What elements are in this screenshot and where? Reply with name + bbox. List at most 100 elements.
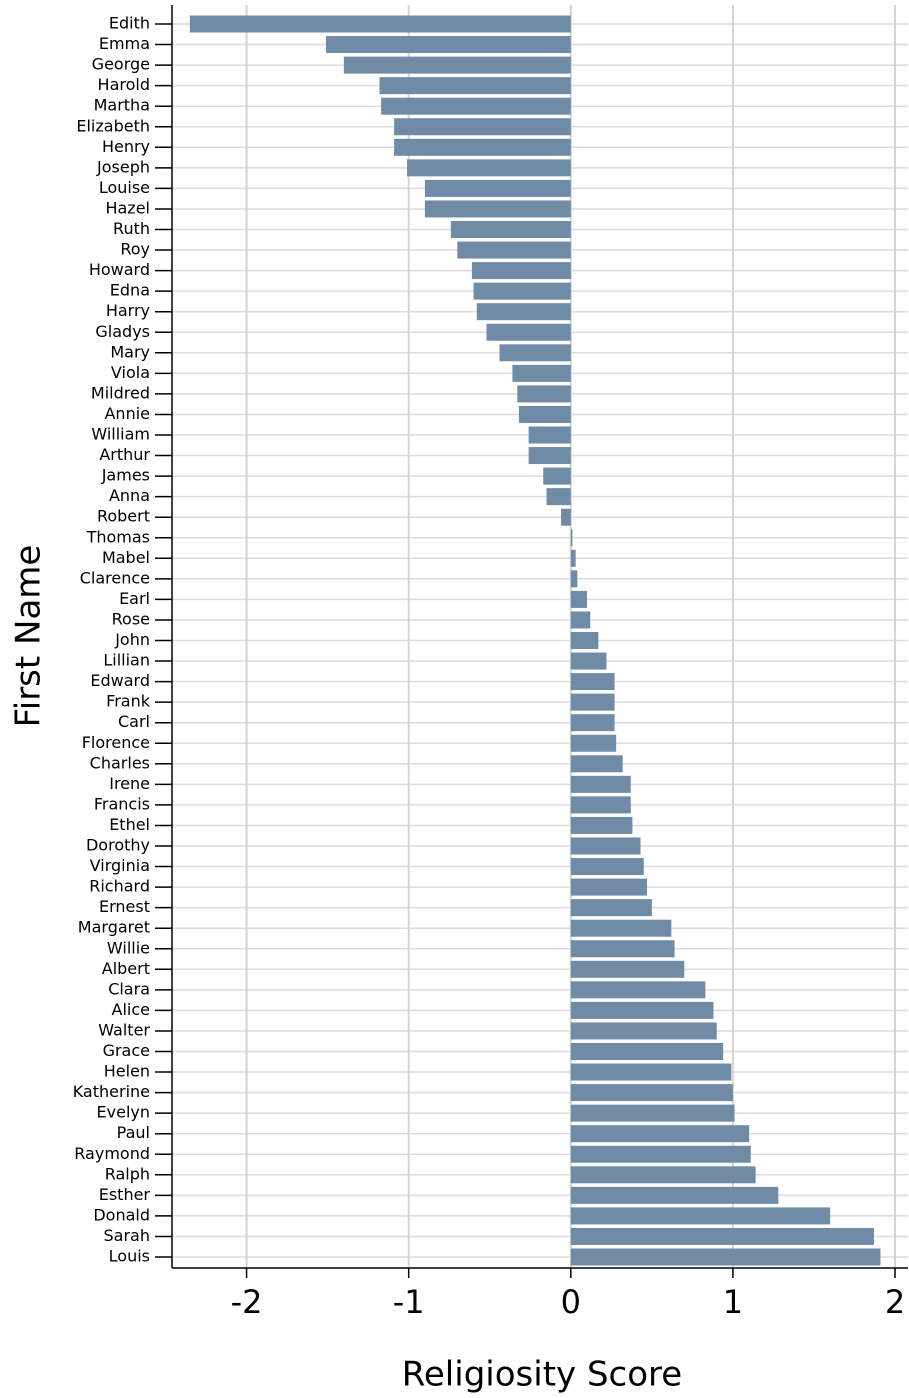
x-axis-title: Religiosity Score: [402, 1355, 682, 1395]
bar: [570, 673, 615, 691]
bar: [326, 36, 571, 54]
bar: [570, 611, 591, 629]
y-tick-label: Gladys: [95, 322, 150, 341]
bar: [473, 282, 571, 300]
bar: [570, 1207, 831, 1225]
y-tick-label: Edna: [110, 281, 150, 300]
x-tick-label: -2: [231, 1283, 263, 1321]
bar: [450, 221, 571, 238]
bar: [546, 488, 571, 506]
bar: [570, 734, 617, 752]
y-tick-label: Virginia: [90, 856, 150, 875]
bar: [543, 467, 571, 485]
y-tick-label: Joseph: [96, 157, 150, 176]
y-tick-label: Francis: [94, 794, 150, 813]
y-tick-label: Esther: [99, 1185, 151, 1204]
y-tick-label: Henry: [102, 137, 150, 156]
y-tick-label: Ralph: [105, 1164, 150, 1183]
y-tick-label: Ernest: [99, 897, 150, 916]
y-tick-label: Raymond: [74, 1144, 150, 1163]
y-tick-label: Thomas: [86, 527, 150, 546]
y-tick-label: Mabel: [102, 548, 150, 567]
bar: [570, 1022, 717, 1040]
y-tick-label: Viola: [111, 363, 150, 382]
y-tick-label: Harry: [106, 301, 150, 320]
bar: [471, 262, 571, 280]
y-tick-label: John: [114, 630, 150, 649]
y-tick-label: Donald: [93, 1205, 150, 1224]
bar: [570, 960, 685, 978]
y-tick-label: Albert: [102, 959, 150, 978]
y-tick-label: Rose: [112, 609, 150, 628]
y-tick-label: Grace: [103, 1041, 150, 1060]
bar: [570, 1166, 756, 1184]
x-tick-label: 0: [561, 1283, 581, 1321]
bar: [379, 77, 571, 95]
bar: [570, 816, 633, 834]
x-tick-label: -1: [393, 1283, 425, 1321]
bar: [570, 652, 607, 670]
bar: [189, 15, 571, 33]
bar: [570, 693, 615, 711]
bar: [381, 97, 571, 115]
y-axis-title: First Name: [9, 545, 49, 728]
bar: [570, 1227, 874, 1245]
bar: [518, 405, 571, 423]
y-tick-label: James: [101, 466, 150, 485]
y-tick-label: Richard: [89, 877, 150, 896]
bar: [570, 529, 573, 547]
y-tick-label: Alice: [112, 1000, 150, 1019]
bar: [570, 1248, 881, 1266]
y-tick-label: Arthur: [99, 445, 150, 464]
y-tick-label: Elizabeth: [76, 116, 150, 135]
y-tick-label: Carl: [118, 712, 150, 731]
bar: [570, 1084, 733, 1102]
y-tick-label: Katherine: [73, 1082, 150, 1101]
y-tick-label: Mary: [110, 342, 150, 361]
y-tick-label: Edward: [90, 671, 150, 690]
y-tick-label: Florence: [82, 733, 150, 752]
bar: [570, 1043, 724, 1060]
bar: [570, 837, 641, 855]
bar: [517, 385, 571, 403]
y-tick-label: Hazel: [105, 198, 150, 217]
bar: [570, 1104, 735, 1122]
bar: [570, 549, 576, 567]
y-tick-label: William: [91, 425, 150, 444]
bar: [528, 426, 571, 444]
bar: [476, 303, 571, 321]
bar: [570, 1001, 714, 1019]
bar: [424, 179, 571, 197]
bar: [457, 241, 571, 259]
x-tick-label: 1: [723, 1283, 743, 1321]
bar: [407, 159, 571, 177]
y-tick-label: Martha: [94, 96, 150, 115]
bar: [570, 919, 672, 937]
bar: [570, 775, 631, 793]
y-tick-label: Howard: [89, 260, 150, 279]
y-tick-label: Roy: [120, 240, 150, 259]
bar: [486, 323, 571, 341]
bar: [512, 364, 571, 382]
y-tick-label: Dorothy: [86, 836, 150, 855]
y-tick-label: Annie: [104, 404, 150, 423]
y-tick-label: Ruth: [113, 219, 150, 238]
y-tick-label: Ethel: [109, 815, 150, 834]
y-tick-label: Sarah: [104, 1226, 150, 1245]
y-tick-label: Louis: [109, 1247, 150, 1266]
y-tick-label: Charles: [90, 753, 150, 772]
bar: [570, 899, 652, 917]
y-tick-label: Earl: [119, 589, 150, 608]
y-tick-label: Helen: [104, 1062, 150, 1081]
y-tick-label: Anna: [109, 486, 150, 505]
y-tick-label: Paul: [117, 1123, 150, 1142]
x-tick-label: 2: [885, 1283, 905, 1321]
bar: [343, 56, 571, 74]
bar: [570, 1063, 732, 1081]
bar: [570, 981, 706, 999]
y-tick-label: Edith: [109, 14, 150, 33]
y-tick-label: Clarence: [80, 568, 150, 587]
bar: [570, 940, 675, 958]
bar: [570, 1145, 751, 1163]
y-tick-label: Mildred: [91, 383, 150, 402]
